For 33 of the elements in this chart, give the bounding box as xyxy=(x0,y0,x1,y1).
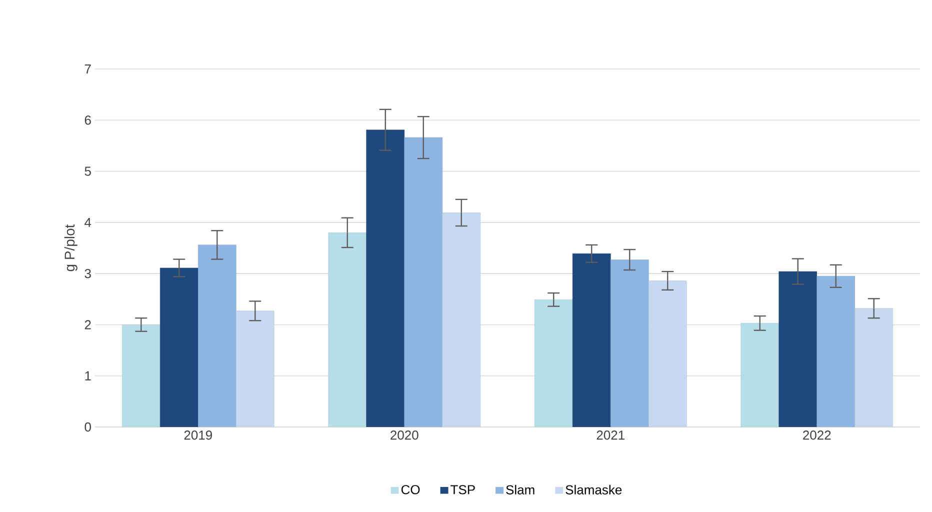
legend-label: CO xyxy=(401,485,420,494)
bar xyxy=(404,137,443,427)
y-tick-label: 4 xyxy=(84,218,92,227)
y-tick-label: 0 xyxy=(84,422,91,432)
bar xyxy=(534,300,573,427)
x-tick-label: 2020 xyxy=(390,430,418,440)
legend-label: Slam xyxy=(506,484,534,494)
bar xyxy=(328,232,367,427)
bar xyxy=(366,130,405,427)
y-tick-label: 3 xyxy=(84,268,91,278)
bar xyxy=(740,323,780,427)
legend-label: TSP xyxy=(450,485,475,494)
bar xyxy=(778,271,818,427)
y-tick-label: 6 xyxy=(84,116,91,125)
legend-label: Slamaske xyxy=(566,484,622,494)
y-tick-label: 1 xyxy=(85,371,91,380)
y-axis-title: g P/plot xyxy=(64,224,78,272)
bar xyxy=(610,260,649,427)
bar xyxy=(572,253,611,427)
bar xyxy=(122,324,160,427)
y-tick-label: 5 xyxy=(84,166,91,176)
bar xyxy=(442,212,481,427)
x-tick-label: 2019 xyxy=(184,430,212,440)
y-tick-label: 2 xyxy=(84,320,91,330)
bar xyxy=(236,310,274,427)
bar xyxy=(160,268,198,427)
x-tick-label: 2021 xyxy=(596,430,624,440)
bar xyxy=(854,308,894,427)
bar xyxy=(198,244,236,427)
bar xyxy=(648,280,687,427)
bar xyxy=(816,276,856,427)
x-tick-label: 2022 xyxy=(803,430,831,440)
y-tick-label: 7 xyxy=(84,64,91,74)
